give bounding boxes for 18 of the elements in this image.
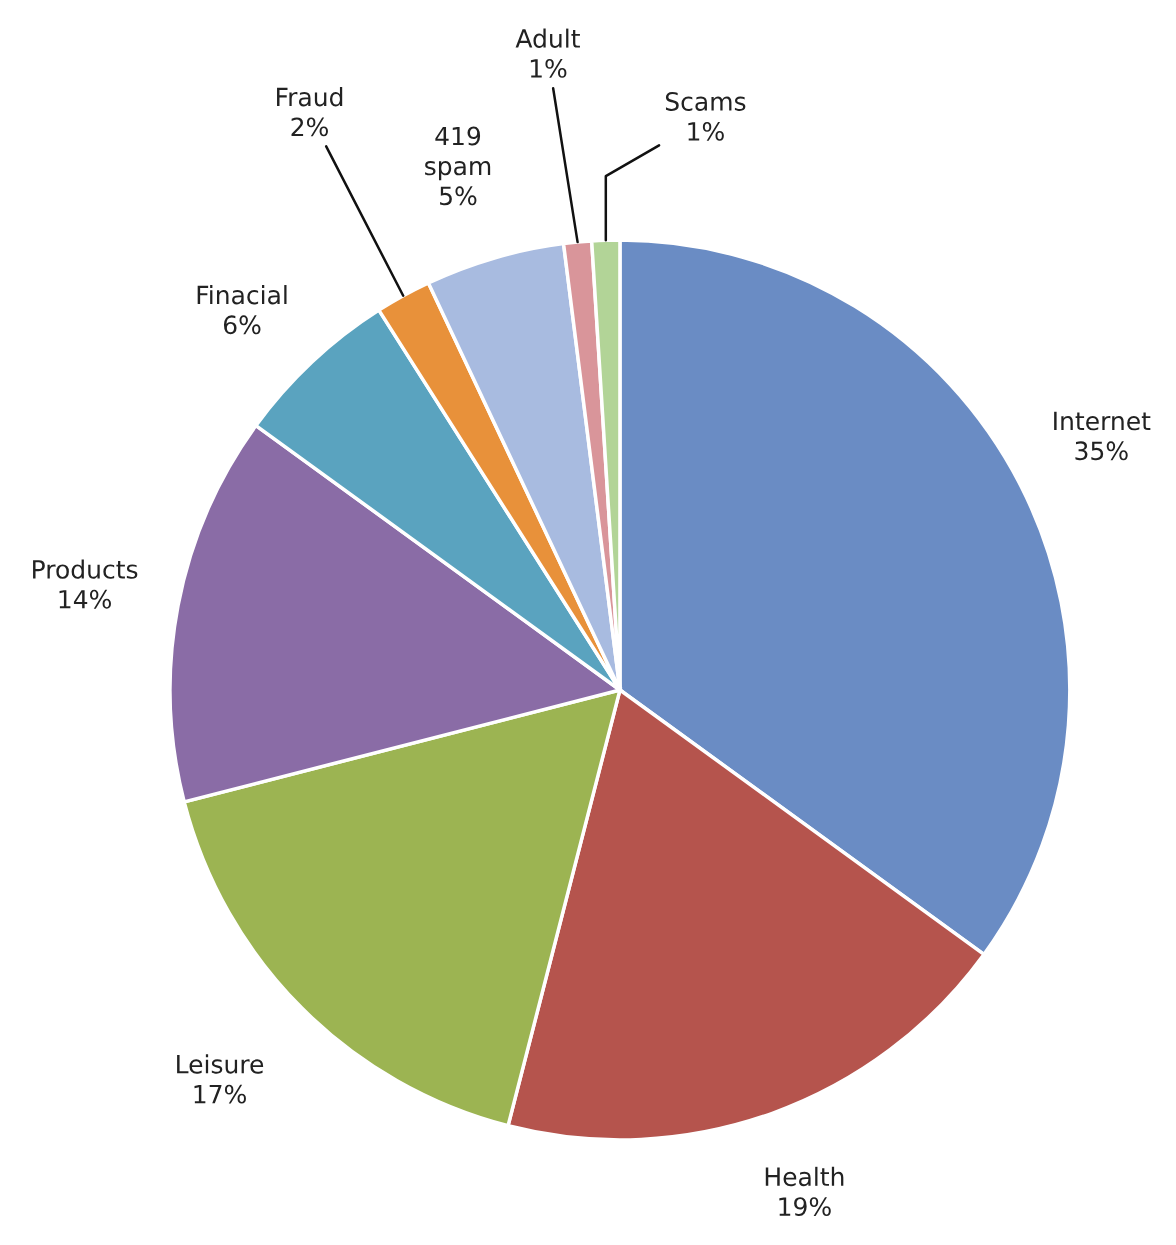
slice-label: Adult (515, 28, 580, 48)
data-label: 14% (59, 589, 111, 609)
data-label: 17% (194, 1084, 246, 1104)
slice-label: Health (765, 1166, 844, 1187)
data-label: 35% (1075, 441, 1128, 461)
data-label: 2% (291, 117, 328, 137)
data-label: 1% (530, 58, 567, 78)
data-label: 1% (688, 121, 724, 141)
slice-label: Fraud (277, 87, 343, 107)
slice-label: 419 spam (425, 126, 491, 181)
slice-label: Products (33, 559, 138, 579)
data-label: 5% (440, 186, 477, 206)
slice-label: Leisure (177, 1054, 264, 1074)
slice-label: Finacial (197, 285, 287, 305)
data-label: 6% (223, 315, 261, 335)
slice-label: Internet (1054, 411, 1151, 431)
data-label: 19% (779, 1197, 831, 1217)
slice-label: Scams (665, 92, 746, 111)
